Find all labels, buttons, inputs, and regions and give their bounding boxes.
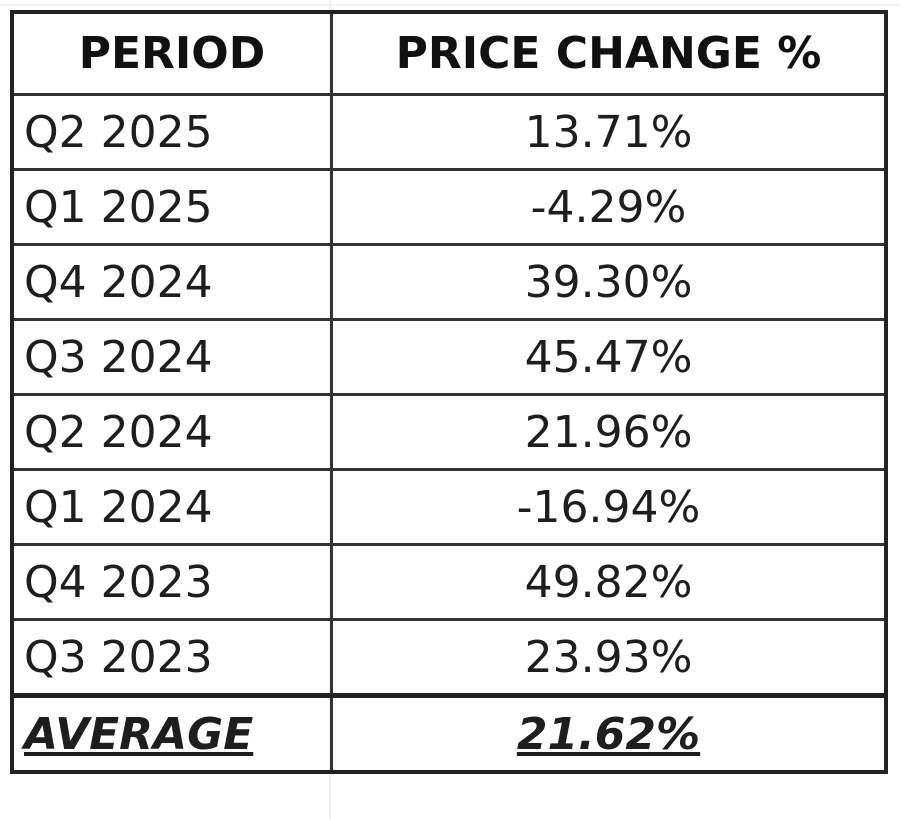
data-row: Q3 2023 23.93% (10, 618, 888, 697)
cell: 49.82% (330, 543, 888, 621)
cell: Q3 2023 (10, 618, 333, 697)
data-row: Q4 2024 39.30% (10, 243, 888, 321)
cell: Q4 2023 (10, 543, 333, 621)
cell: Q1 2025 (10, 168, 333, 246)
cell: 21.62% (330, 693, 888, 774)
average-row: AVERAGE 21.62% (10, 693, 888, 774)
cell: -4.29% (330, 168, 888, 246)
header-row: PERIOD PRICE CHANGE % (10, 10, 888, 96)
cell: Q2 2025 (10, 93, 333, 171)
cell: -16.94% (330, 468, 888, 546)
cell: 13.71% (330, 93, 888, 171)
cell: PERIOD (10, 10, 333, 96)
cell: PRICE CHANGE % (330, 10, 888, 96)
cell: 23.93% (330, 618, 888, 697)
cell: AVERAGE (10, 693, 333, 774)
cell: Q1 2024 (10, 468, 333, 546)
cell: 21.96% (330, 393, 888, 471)
data-row: Q1 2025 -4.29% (10, 168, 888, 246)
data-row: Q2 2024 21.96% (10, 393, 888, 471)
cell: 39.30% (330, 243, 888, 321)
cell: 45.47% (330, 318, 888, 396)
data-row: Q1 2024 -16.94% (10, 468, 888, 546)
cell: Q2 2024 (10, 393, 333, 471)
data-row: Q2 2025 13.71% (10, 93, 888, 171)
data-row: Q4 2023 49.82% (10, 543, 888, 621)
cell: Q3 2024 (10, 318, 333, 396)
data-row: Q3 2024 45.47% (10, 318, 888, 396)
cell: Q4 2024 (10, 243, 333, 321)
price-table: PERIOD PRICE CHANGE % Q2 2025 13.71% Q1 2025… (10, 10, 888, 774)
